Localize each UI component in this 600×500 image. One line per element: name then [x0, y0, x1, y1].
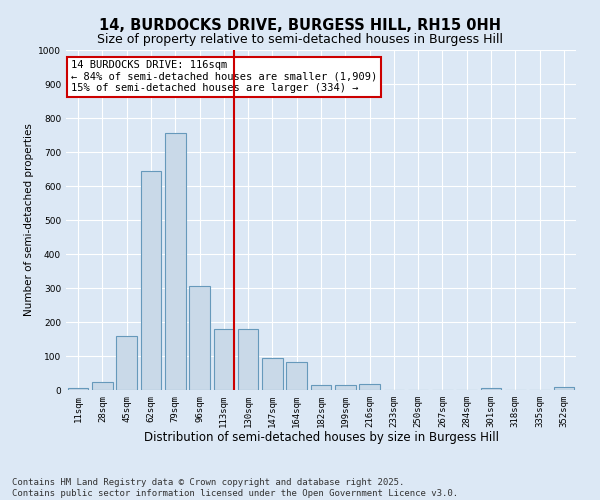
- Y-axis label: Number of semi-detached properties: Number of semi-detached properties: [24, 124, 34, 316]
- Bar: [311, 385, 331, 390]
- Bar: [92, 382, 113, 390]
- Bar: [335, 385, 356, 390]
- Bar: [165, 134, 185, 390]
- Text: Size of property relative to semi-detached houses in Burgess Hill: Size of property relative to semi-detach…: [97, 32, 503, 46]
- X-axis label: Distribution of semi-detached houses by size in Burgess Hill: Distribution of semi-detached houses by …: [143, 432, 499, 444]
- Bar: [286, 362, 307, 390]
- Bar: [68, 388, 88, 390]
- Bar: [481, 388, 502, 390]
- Bar: [238, 329, 259, 390]
- Bar: [189, 286, 210, 390]
- Bar: [214, 329, 234, 390]
- Bar: [140, 170, 161, 390]
- Bar: [262, 358, 283, 390]
- Text: 14 BURDOCKS DRIVE: 116sqm
← 84% of semi-detached houses are smaller (1,909)
15% : 14 BURDOCKS DRIVE: 116sqm ← 84% of semi-…: [71, 60, 377, 94]
- Bar: [554, 388, 574, 390]
- Bar: [116, 336, 137, 390]
- Text: 14, BURDOCKS DRIVE, BURGESS HILL, RH15 0HH: 14, BURDOCKS DRIVE, BURGESS HILL, RH15 0…: [99, 18, 501, 32]
- Bar: [359, 384, 380, 390]
- Text: Contains HM Land Registry data © Crown copyright and database right 2025.
Contai: Contains HM Land Registry data © Crown c…: [12, 478, 458, 498]
